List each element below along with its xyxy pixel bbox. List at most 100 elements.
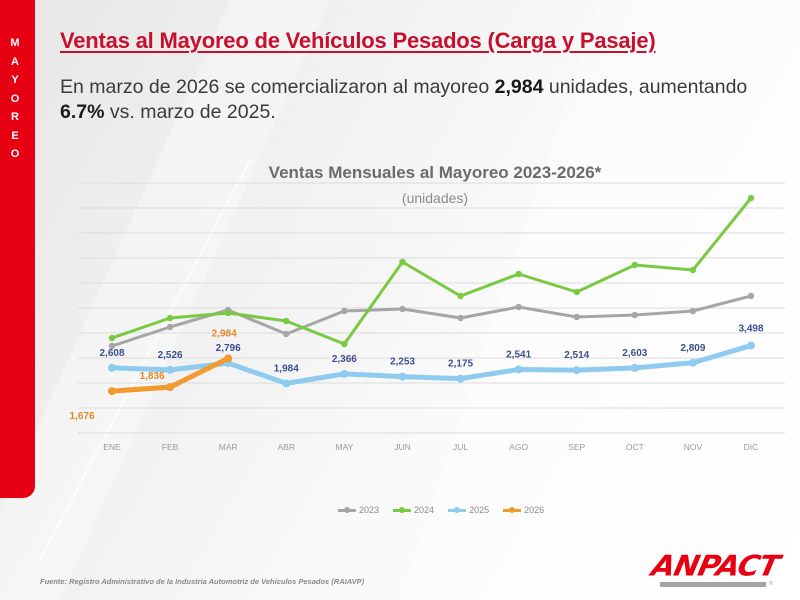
data-point-2024 — [224, 309, 232, 317]
x-tick-label: ENE — [103, 442, 121, 452]
sidebar-letter: O — [10, 92, 20, 105]
data-point-2025 — [688, 358, 697, 367]
summary-units: 2,984 — [494, 76, 544, 98]
source-footnote: Fuente: Registro Administrativo de la In… — [40, 577, 365, 586]
logo-underline — [660, 582, 766, 587]
summary-text: En marzo de 2026 se comercializaron al m… — [60, 75, 780, 125]
data-point-2026 — [224, 354, 233, 363]
data-point-2025 — [282, 379, 291, 388]
x-tick-label: SEP — [568, 442, 585, 452]
data-point-2023 — [747, 292, 755, 300]
sidebar-label: M A Y O R E O — [0, 34, 30, 164]
summary-part: En marzo de 2026 se comercializaron al m… — [60, 76, 495, 98]
sidebar-letter: E — [11, 129, 19, 142]
x-tick-label: ABR — [278, 442, 295, 452]
x-tick-label: AGO — [509, 442, 528, 452]
data-point-2024 — [166, 314, 174, 322]
sidebar-letter: R — [11, 111, 19, 123]
data-point-2026 — [108, 387, 116, 396]
legend-label: 2024 — [414, 505, 435, 515]
legend-label: 2025 — [469, 505, 490, 515]
data-label-2025: 2,175 — [448, 359, 473, 370]
x-tick-label: DIC — [744, 442, 759, 452]
data-point-2024 — [573, 288, 580, 296]
data-point-2023 — [399, 305, 406, 313]
data-label-2025: 3,498 — [738, 324, 763, 335]
anpact-logo: ANPACT ® — [648, 549, 782, 587]
data-point-2023 — [631, 311, 639, 319]
data-label-2025: 2,526 — [158, 350, 183, 361]
data-point-2024 — [283, 317, 290, 325]
x-tick-label: OCT — [626, 442, 644, 452]
series-line-2023 — [110, 294, 753, 348]
data-label-2026: 1,836 — [140, 371, 165, 382]
data-point-2024 — [108, 334, 116, 342]
data-label-2025: 2,541 — [506, 349, 531, 360]
legend-label: 2023 — [359, 505, 380, 515]
legend-swatch — [448, 506, 467, 513]
sidebar-letter: A — [11, 55, 19, 68]
legend-item-2026: 2026 — [503, 505, 544, 515]
x-tick-label: MAY — [335, 442, 353, 452]
x-tick-label: FEB — [162, 442, 179, 452]
data-label-2025: 2,796 — [216, 343, 241, 354]
legend-item-2025: 2025 — [448, 505, 489, 515]
data-label-2026: 1,676 — [69, 411, 94, 422]
data-label-2025: 1,984 — [274, 363, 299, 374]
data-point-2023 — [515, 303, 522, 311]
data-point-2024 — [457, 292, 464, 300]
data-point-2025 — [456, 374, 465, 383]
data-point-2026 — [166, 383, 175, 392]
data-label-2025: 2,809 — [680, 343, 705, 354]
legend-item-2023: 2023 — [338, 505, 379, 515]
data-point-2024 — [689, 266, 697, 274]
data-label-2025: 2,366 — [332, 354, 357, 365]
data-point-2024 — [341, 340, 348, 348]
x-tick-label: MAR — [219, 442, 238, 452]
data-point-2025 — [398, 372, 407, 381]
data-point-2025 — [340, 369, 349, 378]
logo-registered-mark: ® — [769, 581, 773, 587]
data-label-2025: 2,608 — [99, 348, 124, 359]
data-point-2024 — [631, 261, 639, 269]
sidebar-letter: M — [10, 37, 20, 49]
data-point-2023 — [108, 342, 116, 350]
data-point-2025 — [630, 363, 639, 372]
legend-label: 2026 — [524, 505, 545, 515]
data-point-2023 — [457, 314, 464, 322]
data-label-2025: 2,253 — [390, 357, 415, 368]
section-sidebar: M A Y O R E O — [0, 0, 35, 498]
data-label-2026: 2,984 — [212, 328, 237, 339]
data-label-2025: 2,514 — [564, 350, 589, 361]
page-title: Ventas al Mayoreo de Vehículos Pesados (… — [60, 28, 656, 53]
legend-item-2024: 2024 — [393, 505, 434, 515]
data-point-2024 — [747, 194, 755, 202]
chart-title: Ventas Mensuales al Mayoreo 2023-2026* — [268, 163, 602, 182]
data-point-2025 — [747, 341, 755, 350]
logo-text: ANPACT — [648, 549, 782, 584]
summary-percent: 6.7% — [60, 101, 105, 123]
data-point-2025 — [572, 366, 581, 375]
data-point-2023 — [283, 330, 290, 338]
x-tick-label: JUN — [394, 442, 411, 452]
series-line-2024 — [110, 196, 753, 346]
data-point-2025 — [108, 363, 116, 372]
data-label-2025: 2,603 — [622, 348, 647, 359]
data-point-2025 — [166, 365, 175, 374]
chart-subtitle: (unidades) — [401, 190, 469, 206]
legend-swatch — [338, 506, 356, 513]
summary-part: vs. marzo de 2025. — [104, 101, 276, 123]
sidebar-letter: Y — [11, 74, 19, 86]
data-point-2025 — [514, 365, 523, 374]
series-line-2025 — [109, 343, 754, 386]
x-tick-label: NOV — [684, 442, 703, 452]
data-point-2024 — [399, 258, 406, 266]
data-point-2024 — [515, 270, 522, 278]
legend-swatch — [503, 506, 522, 513]
data-point-2023 — [689, 307, 697, 315]
data-point-2023 — [166, 323, 174, 331]
chart-legend: 2023 2024 2025 2026 — [338, 505, 544, 515]
sidebar-letter: O — [10, 148, 20, 160]
legend-swatch — [393, 506, 412, 513]
